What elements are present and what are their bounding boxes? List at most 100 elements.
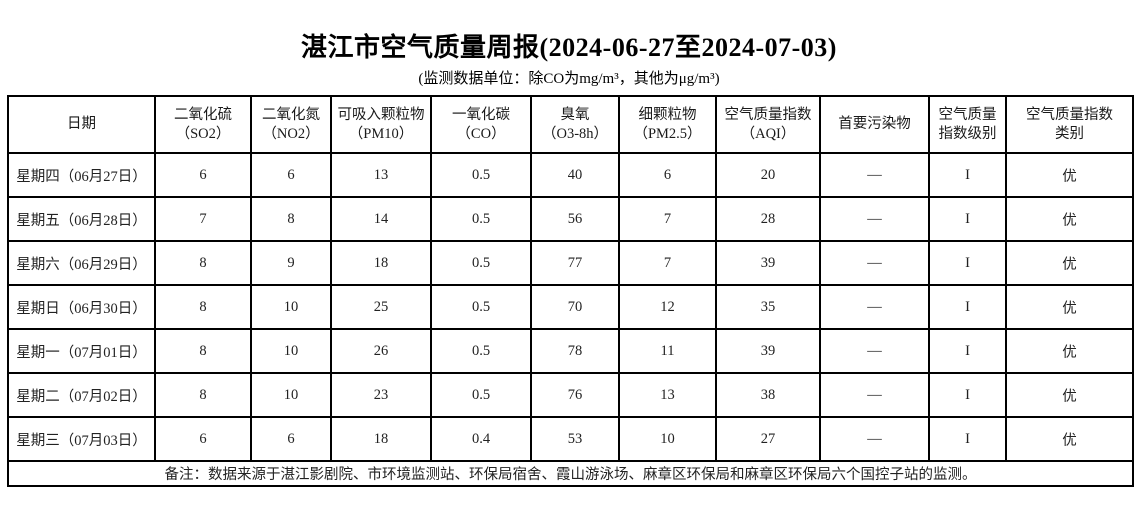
cell-aqi-level: I bbox=[928, 284, 1007, 330]
cell-pm10: 18 bbox=[330, 240, 432, 286]
cell-pm2-5: 7 bbox=[618, 196, 717, 242]
cell-aqi: 27 bbox=[715, 416, 821, 462]
cell-aqi-level: I bbox=[928, 152, 1007, 198]
cell-no2: 8 bbox=[250, 196, 332, 242]
cell-date: 星期六（06月29日） bbox=[7, 240, 156, 286]
cell-no2: 6 bbox=[250, 416, 332, 462]
cell-primary-pollutant: — bbox=[819, 372, 930, 418]
table-row: 星期五（06月28日） 7 8 14 0.5 56 7 28— I 优 bbox=[7, 196, 1134, 242]
cell-aqi-category: 优 bbox=[1005, 372, 1134, 418]
table-note-row: 备注：数据来源于湛江影剧院、市环境监测站、环保局宿舍、霞山游泳场、麻章区环保局和… bbox=[7, 460, 1134, 487]
cell-pm2-5: 13 bbox=[618, 372, 717, 418]
cell-co: 0.5 bbox=[430, 328, 532, 374]
cell-no2: 10 bbox=[250, 328, 332, 374]
cell-o3-8h: 76 bbox=[530, 372, 620, 418]
column-header-so2: 二氧化硫 （SO2） bbox=[154, 95, 252, 154]
cell-aqi: 20 bbox=[715, 152, 821, 198]
cell-o3-8h: 77 bbox=[530, 240, 620, 286]
cell-pm10: 25 bbox=[330, 284, 432, 330]
column-header-pm10: 可吸入颗粒物 （PM10） bbox=[330, 95, 432, 154]
cell-pm2-5: 11 bbox=[618, 328, 717, 374]
cell-pm2-5: 6 bbox=[618, 152, 717, 198]
column-header-o3-8h: 臭氧 （O3-8h） bbox=[530, 95, 620, 154]
cell-co: 0.5 bbox=[430, 152, 532, 198]
report-title: 湛江市空气质量周报(2024-06-27至2024-07-03) bbox=[301, 33, 837, 62]
cell-aqi-level: I bbox=[928, 240, 1007, 286]
cell-o3-8h: 70 bbox=[530, 284, 620, 330]
cell-pm10: 13 bbox=[330, 152, 432, 198]
air-quality-table: 日期 二氧化硫 （SO2） 二氧化氮 （NO2） 可吸入颗粒物 （PM10） 一氧化碳 … bbox=[7, 95, 1134, 487]
cell-pm2-5: 12 bbox=[618, 284, 717, 330]
cell-no2: 10 bbox=[250, 284, 332, 330]
cell-so2: 6 bbox=[154, 152, 252, 198]
cell-aqi: 39 bbox=[715, 240, 821, 286]
cell-aqi-category: 优 bbox=[1005, 416, 1134, 462]
cell-aqi: 28 bbox=[715, 196, 821, 242]
cell-o3-8h: 40 bbox=[530, 152, 620, 198]
cell-aqi-category: 优 bbox=[1005, 328, 1134, 374]
cell-no2: 6 bbox=[250, 152, 332, 198]
column-header-aqi: 空气质量指数 （AQI） bbox=[715, 95, 821, 154]
cell-date: 星期二（07月02日） bbox=[7, 372, 156, 418]
cell-aqi: 35 bbox=[715, 284, 821, 330]
cell-aqi-category: 优 bbox=[1005, 284, 1134, 330]
cell-so2: 6 bbox=[154, 416, 252, 462]
table-row: 星期日（06月30日） 8 10 25 0.5 70 12 35— I 优 bbox=[7, 284, 1134, 330]
cell-primary-pollutant: — bbox=[819, 284, 930, 330]
cell-co: 0.5 bbox=[430, 240, 532, 286]
cell-pm10: 18 bbox=[330, 416, 432, 462]
cell-aqi: 38 bbox=[715, 372, 821, 418]
cell-date: 星期四（06月27日） bbox=[7, 152, 156, 198]
column-header-aqi-level: 空气质量 指数级别 bbox=[928, 95, 1007, 154]
cell-aqi-level: I bbox=[928, 372, 1007, 418]
cell-co: 0.5 bbox=[430, 372, 532, 418]
cell-aqi: 39 bbox=[715, 328, 821, 374]
table-row: 星期六（06月29日） 8 9 18 0.5 77 7 39— I 优 bbox=[7, 240, 1134, 286]
cell-date: 星期五（06月28日） bbox=[7, 196, 156, 242]
cell-pm10: 26 bbox=[330, 328, 432, 374]
cell-co: 0.4 bbox=[430, 416, 532, 462]
cell-primary-pollutant: — bbox=[819, 328, 930, 374]
cell-so2: 8 bbox=[154, 328, 252, 374]
cell-o3-8h: 56 bbox=[530, 196, 620, 242]
cell-aqi-level: I bbox=[928, 196, 1007, 242]
table-note: 备注：数据来源于湛江影剧院、市环境监测站、环保局宿舍、霞山游泳场、麻章区环保局和… bbox=[7, 460, 1134, 487]
cell-aqi-level: I bbox=[928, 416, 1007, 462]
cell-aqi-category: 优 bbox=[1005, 240, 1134, 286]
cell-pm10: 23 bbox=[330, 372, 432, 418]
column-header-pm2-5: 细颗粒物 （PM2.5） bbox=[618, 95, 717, 154]
cell-co: 0.5 bbox=[430, 196, 532, 242]
cell-aqi-level: I bbox=[928, 328, 1007, 374]
cell-no2: 9 bbox=[250, 240, 332, 286]
cell-pm10: 14 bbox=[330, 196, 432, 242]
cell-aqi-category: 优 bbox=[1005, 152, 1134, 198]
cell-primary-pollutant: — bbox=[819, 196, 930, 242]
column-header-co: 一氧化碳 （CO） bbox=[430, 95, 532, 154]
cell-date: 星期三（07月03日） bbox=[7, 416, 156, 462]
table-row: 星期四（06月27日） 6 6 13 0.5 40 6 20— I 优 bbox=[7, 152, 1134, 198]
cell-o3-8h: 53 bbox=[530, 416, 620, 462]
cell-date: 星期日（06月30日） bbox=[7, 284, 156, 330]
cell-co: 0.5 bbox=[430, 284, 532, 330]
cell-so2: 8 bbox=[154, 240, 252, 286]
column-header-no2: 二氧化氮 （NO2） bbox=[250, 95, 332, 154]
table-row: 星期三（07月03日） 6 6 18 0.4 53 10 27— I 优 bbox=[7, 416, 1134, 462]
cell-primary-pollutant: — bbox=[819, 240, 930, 286]
table-row: 星期一（07月01日） 8 10 26 0.5 78 11 39— I 优 bbox=[7, 328, 1134, 374]
cell-aqi-category: 优 bbox=[1005, 196, 1134, 242]
cell-pm2-5: 7 bbox=[618, 240, 717, 286]
column-header-aqi-category: 空气质量指数 类别 bbox=[1005, 95, 1134, 154]
table-header-row: 日期 二氧化硫 （SO2） 二氧化氮 （NO2） 可吸入颗粒物 （PM10） 一氧化碳 … bbox=[7, 95, 1134, 154]
cell-date: 星期一（07月01日） bbox=[7, 328, 156, 374]
cell-so2: 7 bbox=[154, 196, 252, 242]
cell-no2: 10 bbox=[250, 372, 332, 418]
cell-o3-8h: 78 bbox=[530, 328, 620, 374]
cell-primary-pollutant: — bbox=[819, 416, 930, 462]
cell-pm2-5: 10 bbox=[618, 416, 717, 462]
table-row: 星期二（07月02日） 8 10 23 0.5 76 13 38— I 优 bbox=[7, 372, 1134, 418]
report-subtitle: (监测数据单位：除CO为mg/m³，其他为μg/m³) bbox=[418, 71, 720, 87]
cell-primary-pollutant: — bbox=[819, 152, 930, 198]
cell-so2: 8 bbox=[154, 284, 252, 330]
cell-so2: 8 bbox=[154, 372, 252, 418]
